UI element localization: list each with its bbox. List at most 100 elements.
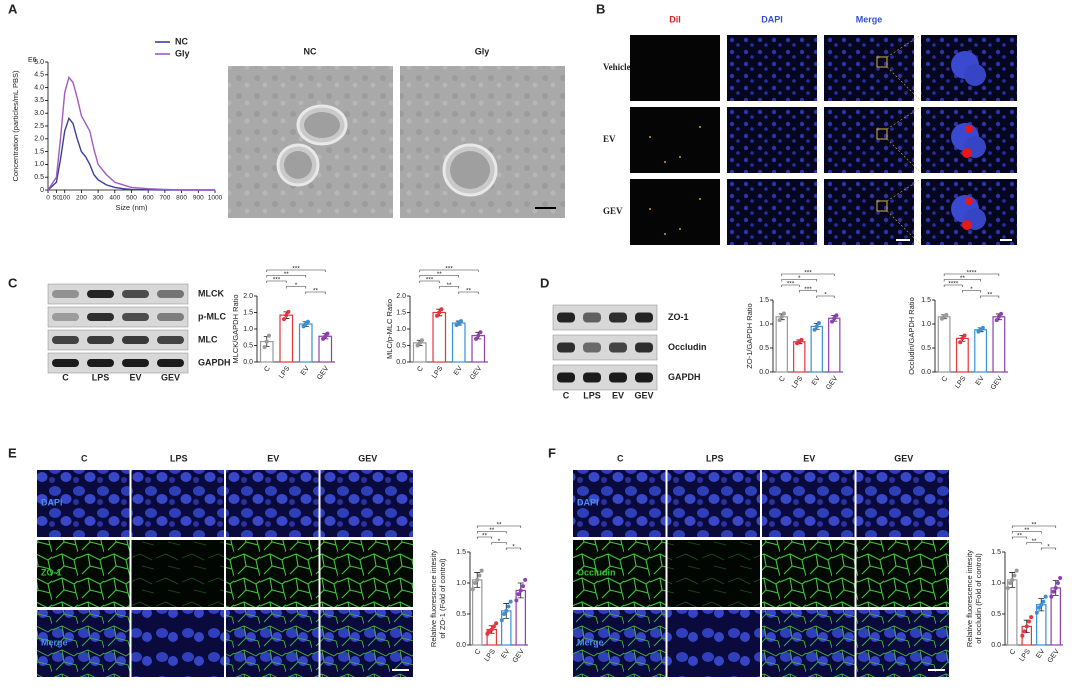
dii-spot xyxy=(962,220,972,230)
image-label: Gly xyxy=(475,46,490,56)
lane-label: EV xyxy=(129,372,141,382)
x-tick-label: GEV xyxy=(1047,648,1061,664)
bar xyxy=(318,335,333,363)
x-axis-label: Size (nm) xyxy=(115,203,148,212)
x-tick-label: EV xyxy=(500,648,511,660)
data-point xyxy=(476,333,481,338)
vesicle-core xyxy=(284,151,312,179)
row-label: Merge xyxy=(41,637,68,647)
dii-dot xyxy=(649,208,651,210)
panel-letter: C xyxy=(8,275,18,290)
bar xyxy=(955,337,969,373)
dii-dot xyxy=(679,156,681,158)
blot-band xyxy=(122,290,149,298)
x-tick-label: EV xyxy=(300,365,311,377)
blot-band xyxy=(52,290,79,298)
row-label: EV xyxy=(603,134,616,144)
bar xyxy=(298,323,313,363)
x-tick-label: LPS xyxy=(1019,648,1033,663)
y-tick-label: 1.5 xyxy=(921,297,931,304)
significance-label: * xyxy=(798,275,801,282)
micrograph xyxy=(762,610,855,677)
significance-bracket xyxy=(266,275,307,278)
column-header: C xyxy=(81,453,88,463)
column-header: EV xyxy=(803,453,815,463)
significance-label: *** xyxy=(292,266,300,273)
data-point xyxy=(502,612,507,616)
blot-band xyxy=(583,312,601,323)
data-point xyxy=(1043,594,1048,599)
row-label: Merge xyxy=(577,637,604,647)
zoom-box xyxy=(876,56,888,68)
column-header: DAPI xyxy=(761,14,783,24)
data-point xyxy=(325,331,330,336)
zoom-line xyxy=(886,106,922,130)
data-point xyxy=(264,339,269,344)
x-tick-label: LPS xyxy=(791,375,805,390)
significance-bracket xyxy=(505,547,522,550)
bar xyxy=(451,322,466,363)
data-point xyxy=(1049,594,1054,599)
significance-bracket xyxy=(491,542,507,545)
data-point xyxy=(305,319,310,324)
lane-label: LPS xyxy=(583,390,601,400)
significance-label: *** xyxy=(787,281,795,288)
y-tick-label: 0.0 xyxy=(991,642,1001,649)
data-point xyxy=(520,584,525,589)
data-point xyxy=(944,312,949,317)
significance-bracket xyxy=(1026,542,1042,545)
significance-label: * xyxy=(1047,544,1050,551)
vesicle-core xyxy=(450,151,490,189)
x-tick-label: 300 xyxy=(93,195,104,202)
band-label: ZO-1 xyxy=(668,312,689,322)
y-tick-label: 1.0 xyxy=(991,580,1001,587)
significance-label: ** xyxy=(482,533,488,540)
blot-band xyxy=(635,372,653,383)
data-point xyxy=(812,327,817,332)
lane-label: LPS xyxy=(92,372,110,382)
significance-bracket xyxy=(266,269,326,272)
micrograph xyxy=(573,610,666,677)
significance-label: ** xyxy=(1031,522,1037,529)
row-label: DAPI xyxy=(41,497,63,507)
significance-bracket xyxy=(798,290,818,293)
vesicle-core xyxy=(304,112,340,138)
panel-letter: A xyxy=(8,1,18,16)
y-axis-label: MLC/p-MLC Ratio xyxy=(385,299,394,359)
bar xyxy=(974,329,988,373)
zoom-box xyxy=(876,200,888,212)
micrograph xyxy=(320,610,413,677)
lane-label: C xyxy=(62,372,69,382)
significance-bracket xyxy=(266,280,287,283)
micrograph xyxy=(37,470,130,537)
column-header: EV xyxy=(267,453,279,463)
micrograph xyxy=(824,107,914,173)
significance-bracket xyxy=(1011,531,1042,534)
data-point xyxy=(479,568,484,573)
micrograph xyxy=(630,179,720,245)
data-point xyxy=(958,340,963,345)
data-point xyxy=(834,313,839,318)
zoom-line xyxy=(886,34,922,58)
x-tick-label: 400 xyxy=(109,195,120,202)
data-point xyxy=(816,321,821,326)
data-point xyxy=(1024,624,1029,629)
blot-band xyxy=(157,290,184,298)
blot-band xyxy=(87,290,114,298)
y-tick-label: 4.5 xyxy=(34,72,44,79)
data-point xyxy=(266,333,271,338)
data-point xyxy=(832,316,837,321)
legend-label: Gly xyxy=(175,48,190,58)
data-point xyxy=(419,338,424,343)
micrograph xyxy=(824,35,914,101)
x-tick-label: 500 xyxy=(126,195,137,202)
micrograph xyxy=(856,540,949,607)
y-axis-label: Relative fluorescence intesity xyxy=(965,550,974,647)
data-point xyxy=(499,618,504,623)
data-point xyxy=(415,343,420,348)
blot-band xyxy=(157,336,184,344)
significance-label: * xyxy=(512,544,515,551)
micrograph xyxy=(131,540,224,607)
band-label: GAPDH xyxy=(668,372,701,382)
x-tick-label: C xyxy=(1009,648,1018,656)
